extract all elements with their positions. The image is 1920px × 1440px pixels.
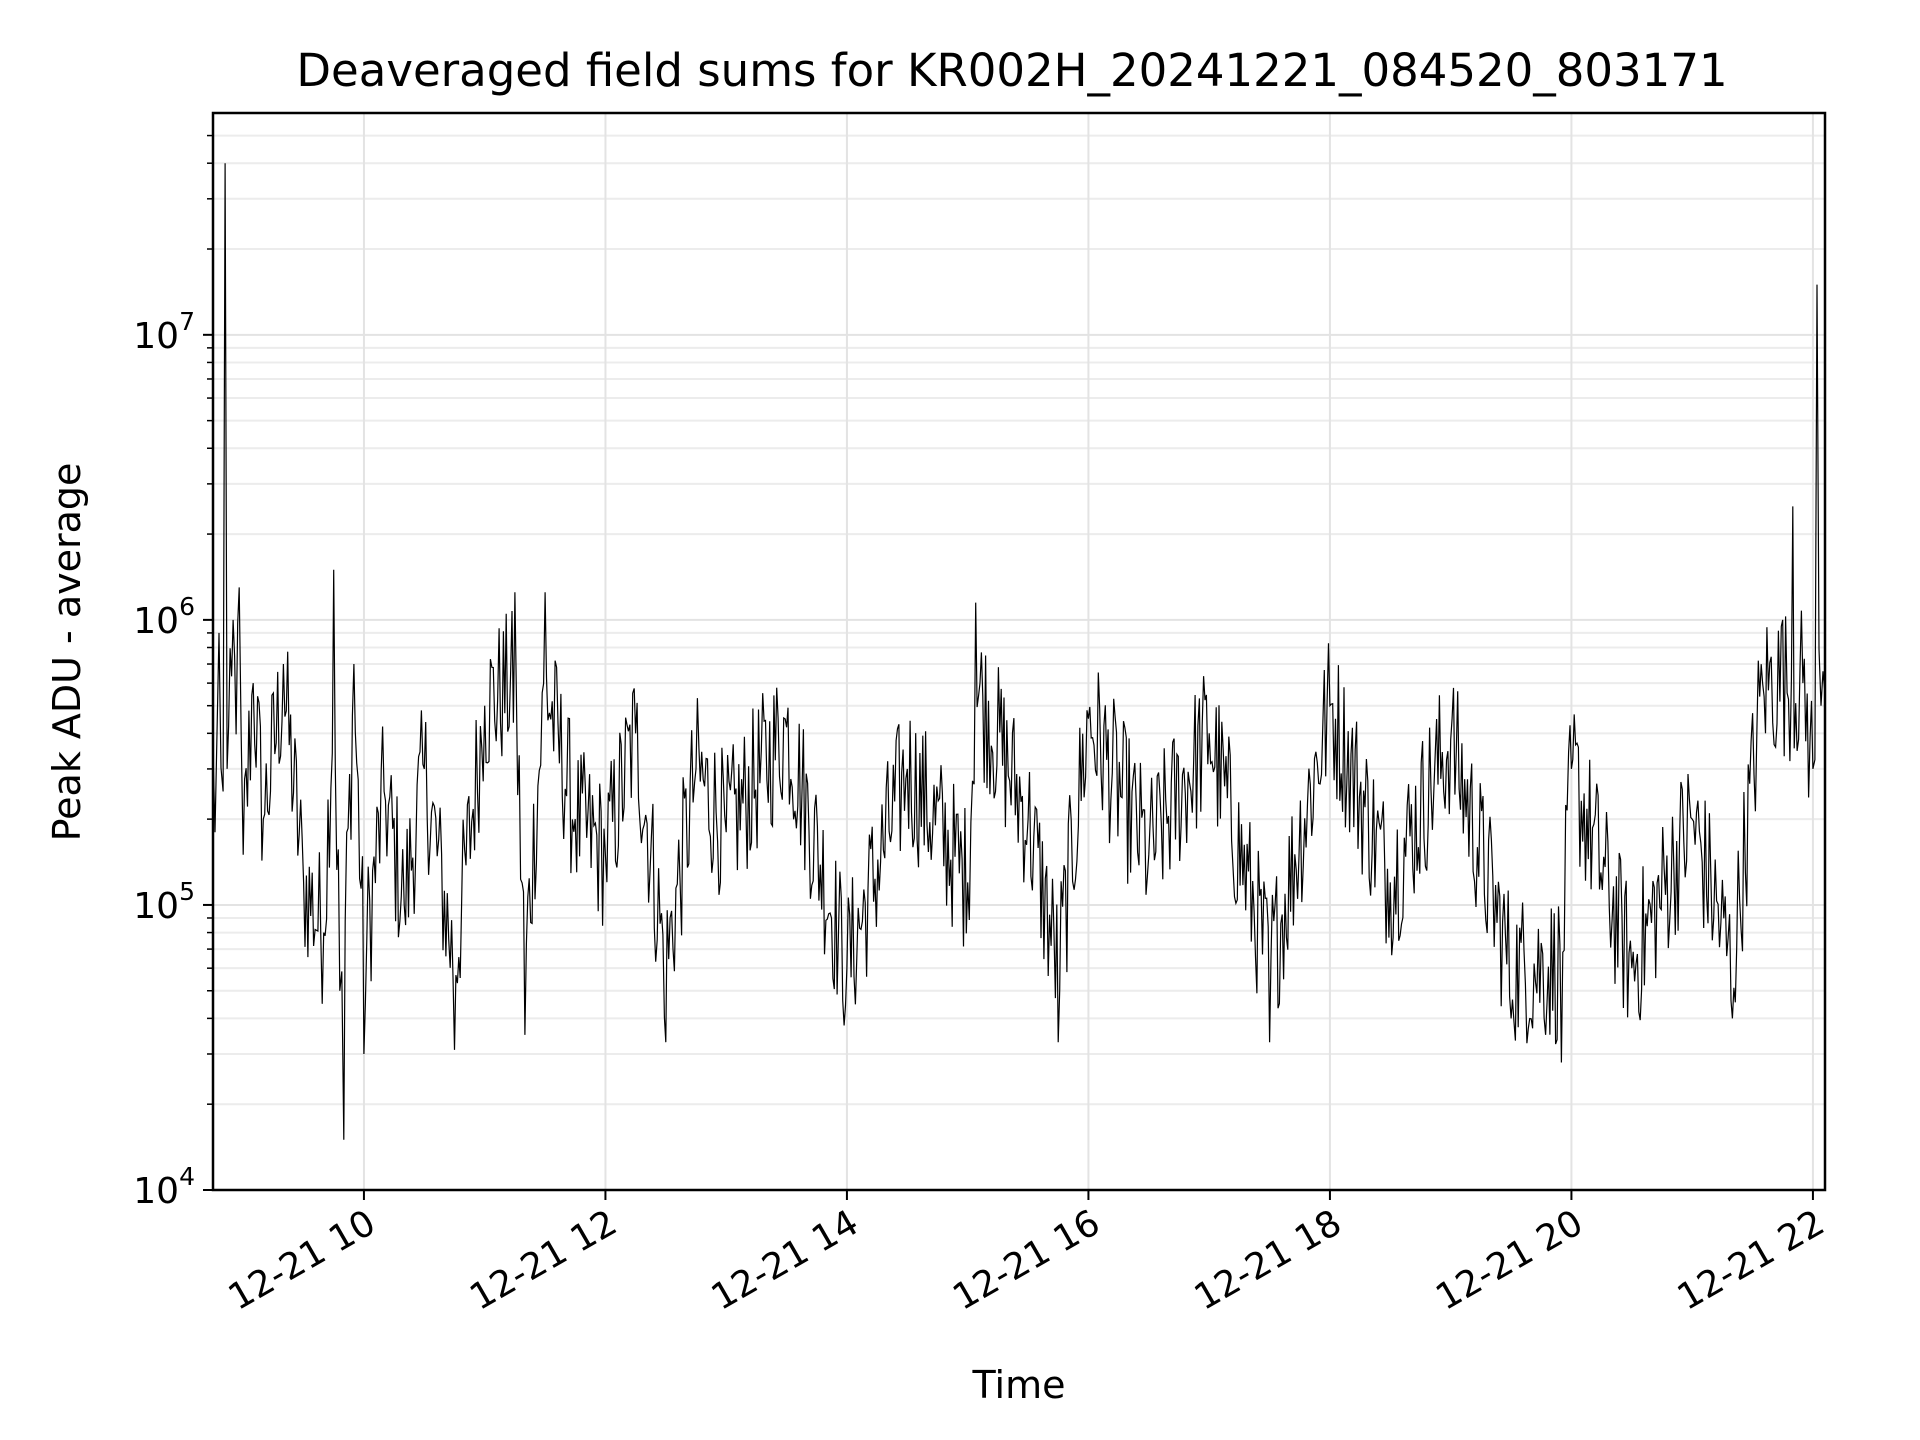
x-tick-label: 12-21 10 (222, 1202, 383, 1318)
series-path (212, 163, 1826, 1140)
x-tick-label: 12-21 12 (463, 1202, 624, 1318)
x-tick-label: 12-21 18 (1188, 1202, 1349, 1318)
y-axis-label: Peak ADU - average (45, 463, 89, 842)
x-tick-label: 12-21 22 (1671, 1202, 1832, 1318)
x-axis: 12-21 10 12-21 12 12-21 14 12-21 16 12-21 18… (222, 1190, 1832, 1319)
chart-title: Deaveraged field sums for KR002H_2024122… (296, 44, 1727, 97)
y-tick-label: 106 (133, 592, 195, 642)
x-tick-label: 12-21 20 (1429, 1202, 1590, 1318)
series-line (212, 163, 1826, 1140)
x-tick-label: 12-21 16 (946, 1202, 1107, 1318)
y-tick-label: 107 (133, 307, 195, 357)
y-tick-label: 104 (133, 1162, 195, 1212)
y-tick-label: 105 (133, 877, 195, 927)
x-axis-label: Time (972, 1363, 1066, 1407)
grid-lines (213, 113, 1825, 1191)
plot-frame (211, 111, 1827, 1192)
y-axis: 104 105 106 107 (133, 134, 213, 1212)
x-tick-label: 12-21 14 (705, 1202, 866, 1318)
